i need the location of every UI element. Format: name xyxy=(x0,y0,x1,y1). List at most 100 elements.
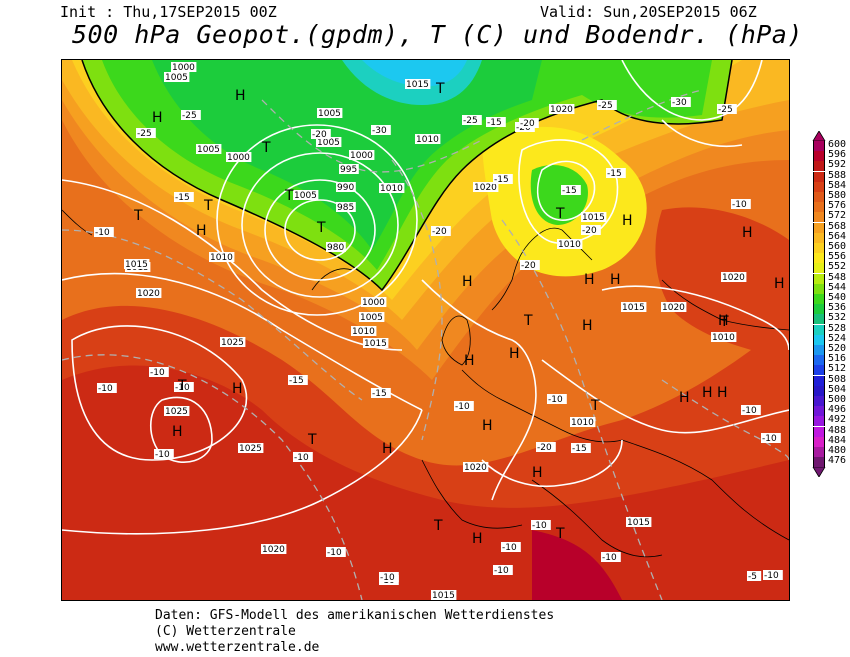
legend-level: 576 xyxy=(812,201,850,213)
isobar-label: 1010 xyxy=(711,332,737,343)
temperature-label-text: -10 xyxy=(532,521,547,531)
coastlines xyxy=(62,209,789,558)
temperature-label-text: -15 xyxy=(289,376,304,386)
temperature-label: -20 xyxy=(431,226,451,237)
isobar-label: 1025 xyxy=(238,443,264,454)
low-pressure-marker: T xyxy=(133,208,143,224)
temperature-label: -15 xyxy=(174,192,194,203)
temperature-label-bg xyxy=(731,199,751,209)
isobar-label: 1005 xyxy=(317,108,343,119)
temperature-label-bg xyxy=(581,225,601,235)
isobar-label: 1015 xyxy=(581,212,607,223)
legend-swatch xyxy=(813,222,825,233)
legend-level: 552 xyxy=(812,262,850,274)
isobar-label-bg xyxy=(463,462,489,472)
isobar-label-bg xyxy=(711,332,737,342)
legend-label: 556 xyxy=(828,251,847,263)
isobar-label: 1020 xyxy=(473,182,499,193)
isobar-label-text: 1020 xyxy=(474,183,497,193)
temperature-label: -10 xyxy=(763,570,783,581)
legend-label: 528 xyxy=(828,322,847,334)
legend-swatch xyxy=(813,283,825,294)
legend-swatch xyxy=(813,334,825,345)
temperature-label: -25 xyxy=(181,110,201,121)
legend-level: 488 xyxy=(812,425,850,437)
legend-swatch xyxy=(813,426,825,437)
isobar-label-text: 1010 xyxy=(571,418,594,428)
temperature-label-text: -25 xyxy=(137,129,152,139)
temperature-label: -10 xyxy=(154,449,174,460)
temperature-label: -15 xyxy=(606,168,626,179)
isobar-label-text: 1015 xyxy=(125,260,148,270)
isobar-label-text: 985 xyxy=(337,203,354,213)
isobar-label-bg xyxy=(326,242,346,252)
isobar-label-text: 1015 xyxy=(622,303,645,313)
legend-label: 532 xyxy=(828,312,847,324)
isobar-label-bg xyxy=(124,259,150,269)
legend-label: 540 xyxy=(828,292,847,303)
temperature-label: -25 xyxy=(597,100,617,111)
temperature-label: -20 xyxy=(519,118,539,129)
high-pressure-marker: H xyxy=(232,381,243,397)
high-pressure-marker: H xyxy=(509,346,520,362)
temperature-label-bg xyxy=(531,520,551,530)
legend-level: 560 xyxy=(812,242,850,253)
low-pressure-marker: T xyxy=(307,432,317,448)
valid-time: Valid: Sun,20SEP2015 06Z xyxy=(540,3,757,21)
temperature-label: -10 xyxy=(601,552,621,563)
temperature-label: -10 xyxy=(501,542,521,553)
isobar-label: 1025 xyxy=(220,337,246,348)
high-pressure-marker: H xyxy=(464,353,475,369)
isobar-label-text: 980 xyxy=(327,243,344,253)
temperature-label-text: -20 xyxy=(520,119,535,129)
high-pressure-marker: H xyxy=(679,390,690,406)
legend-label: 584 xyxy=(828,179,847,191)
isobar-label-bg xyxy=(581,212,607,222)
isobar-label-bg xyxy=(136,288,162,298)
isobar-label-bg xyxy=(317,108,343,118)
isobar-label-bg xyxy=(359,312,385,322)
temperature-label-bg xyxy=(371,125,391,135)
isobar-label: 1015 xyxy=(405,79,431,90)
temperature-label: -20 xyxy=(536,442,556,453)
low-pressure-marker: T xyxy=(261,140,271,156)
isobar-label-text: 1015 xyxy=(432,591,455,600)
temperature-label-text: -10 xyxy=(150,368,165,378)
temperature-label-text: -20 xyxy=(537,443,552,453)
temperature-label-bg xyxy=(501,542,521,552)
isobar-label: 1020 xyxy=(721,272,747,283)
legend-level: 496 xyxy=(812,405,850,417)
footer-url: www.wetterzentrale.de xyxy=(155,640,320,655)
init-time: Init : Thu,17SEP2015 00Z xyxy=(60,3,277,21)
temperature-label: -25 xyxy=(717,104,737,115)
isobar-label-bg xyxy=(261,544,287,554)
temperature-label-text: -15 xyxy=(562,186,577,196)
temperature-label: -10 xyxy=(761,433,781,444)
temperature-label-text: -20 xyxy=(312,130,327,140)
temperature-label-bg xyxy=(311,129,331,139)
isobar-label-text: 995 xyxy=(340,165,357,175)
temperature-label: -30 xyxy=(671,97,691,108)
isobar-label-text: 1005 xyxy=(317,138,340,148)
low-pressure-marker: T xyxy=(433,518,443,534)
high-pressure-marker: H xyxy=(382,441,393,457)
temperature-label-bg xyxy=(747,571,762,581)
isobar-label-bg xyxy=(336,202,356,212)
legend-swatch xyxy=(813,396,825,406)
isobar-label: 1010 xyxy=(557,239,583,250)
high-pressure-marker: H xyxy=(196,223,207,239)
legend-label: 600 xyxy=(828,139,847,150)
temperature-label: -25 xyxy=(136,128,156,139)
temperature-label: -15 xyxy=(371,388,391,399)
isobar-label-text: 1000 xyxy=(227,153,250,163)
temperature-label-bg xyxy=(717,104,737,114)
isobar-label-bg xyxy=(349,150,375,160)
weather-map: 1000 1005 1005 1000 1005 1005 1010 1015 1020 1000… xyxy=(61,59,790,601)
temperature-label: -10 xyxy=(326,547,346,558)
isobar-label-bg xyxy=(379,183,405,193)
isobar-label-text: 1020 xyxy=(550,105,573,115)
isobar-label: 1020 xyxy=(549,104,575,115)
legend-level: 592 xyxy=(812,160,850,172)
isobar-label-text: 1010 xyxy=(558,240,581,250)
